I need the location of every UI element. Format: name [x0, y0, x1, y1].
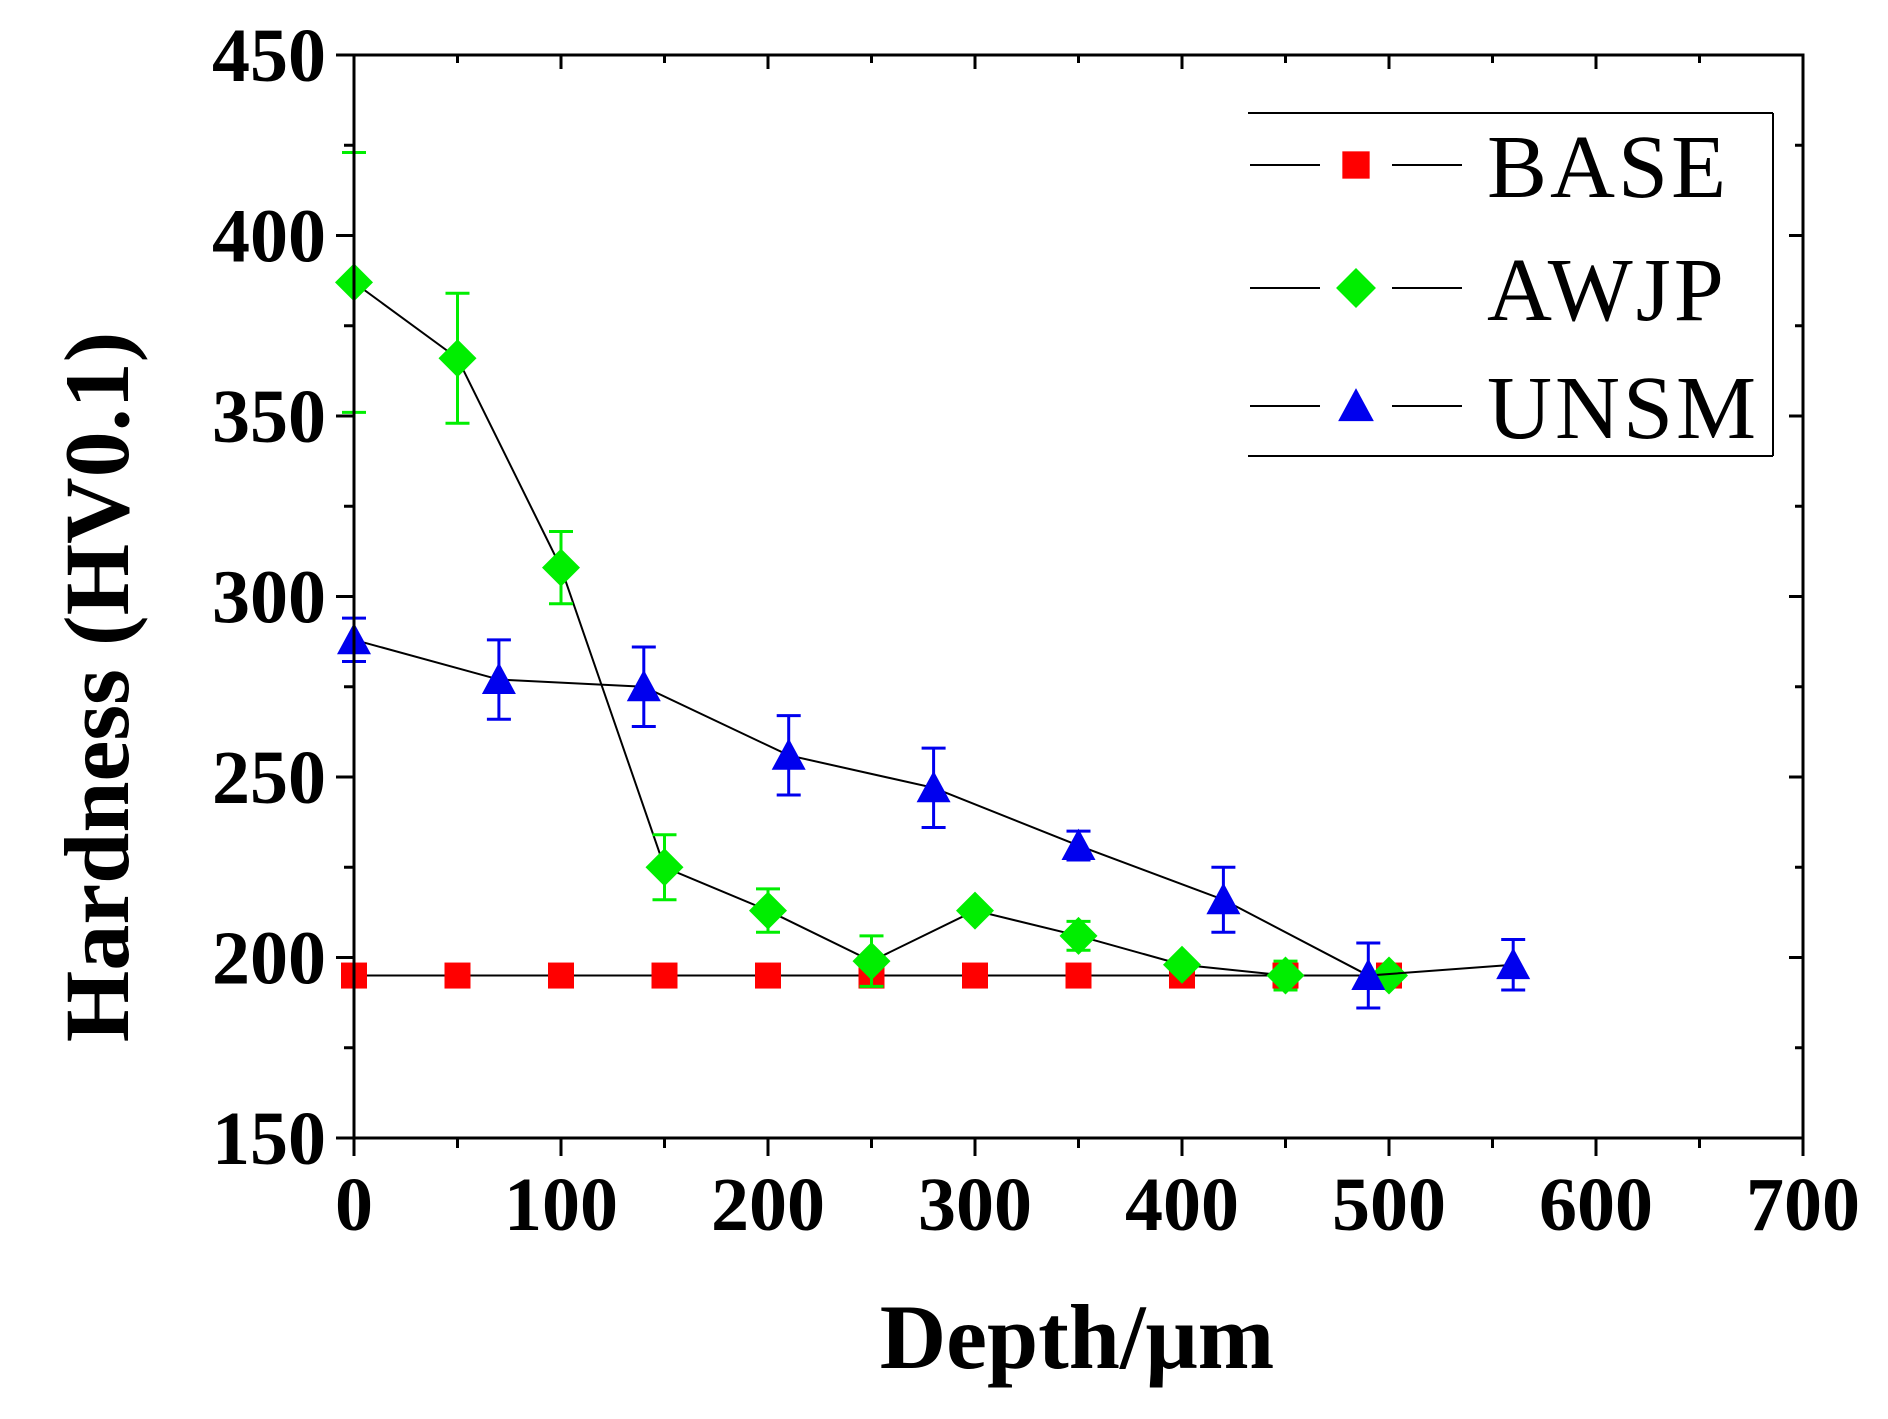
data-point-base [444, 962, 471, 989]
y-tick-label: 300 [212, 556, 326, 640]
y-tick-label: 450 [212, 14, 326, 98]
legend-marker-unsm [1338, 388, 1374, 422]
y-tick-label: 150 [212, 1097, 326, 1181]
x-tick-label: 500 [1332, 1163, 1446, 1247]
legend-label-unsm: UNSM [1487, 359, 1759, 458]
data-point-awjp [1266, 956, 1305, 995]
data-point-base [1065, 962, 1092, 989]
data-point-unsm [481, 662, 516, 694]
axes: 0 100 200 300 400 500 600 700 150 200 250 300 350 400… [212, 14, 1860, 1247]
y-tick-label: 250 [212, 736, 326, 820]
x-tick-label: 200 [711, 1163, 825, 1247]
x-tick-label: 700 [1746, 1163, 1860, 1247]
y-tick-label: 350 [212, 375, 326, 459]
data-point-unsm [1206, 882, 1241, 915]
data-point-base [651, 962, 678, 989]
legend-marker-base [1342, 151, 1370, 179]
data-point-awjp [956, 891, 994, 930]
legend-marker-awjp [1336, 268, 1376, 308]
data-point-unsm [626, 669, 661, 702]
x-tick-label: 100 [504, 1163, 618, 1247]
data-point-awjp [1059, 916, 1098, 955]
data-point-unsm [916, 770, 951, 803]
y-axis-title: Hardness (HV0.1) [46, 332, 148, 1042]
data-point-unsm [1061, 828, 1096, 861]
x-axis-title: Depth/μm [880, 1286, 1275, 1388]
data-point-awjp [542, 548, 580, 587]
x-tick-label: 400 [1125, 1163, 1239, 1247]
y-tick-label: 400 [212, 195, 326, 279]
legend-label-base: BASE [1487, 118, 1729, 217]
x-tick-label: 600 [1539, 1163, 1653, 1247]
x-tick-label: 0 [335, 1163, 373, 1247]
legend: BASE AWJP UNSM [1248, 112, 1774, 458]
data-point-awjp [852, 942, 891, 981]
data-point-awjp [1163, 945, 1201, 984]
data-point-awjp [749, 891, 787, 930]
legend-label-awjp: AWJP [1487, 241, 1727, 340]
data-point-awjp [645, 848, 684, 887]
data-point-unsm [1496, 947, 1531, 980]
x-tick-label: 300 [918, 1163, 1032, 1247]
data-point-awjp [438, 339, 477, 378]
data-point-base [962, 962, 988, 989]
y-tick-label: 200 [212, 917, 326, 1001]
data-point-base [548, 962, 574, 989]
data-point-base [755, 962, 781, 989]
data-point-unsm [1351, 958, 1386, 990]
data-point-unsm [771, 738, 806, 770]
